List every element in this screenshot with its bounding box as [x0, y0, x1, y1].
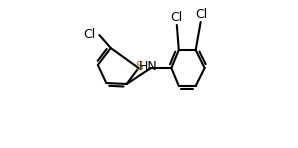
Text: S: S — [135, 60, 143, 73]
Text: Cl: Cl — [83, 28, 96, 41]
Text: Cl: Cl — [170, 11, 182, 24]
Text: Cl: Cl — [195, 8, 207, 21]
Text: HN: HN — [139, 60, 157, 73]
